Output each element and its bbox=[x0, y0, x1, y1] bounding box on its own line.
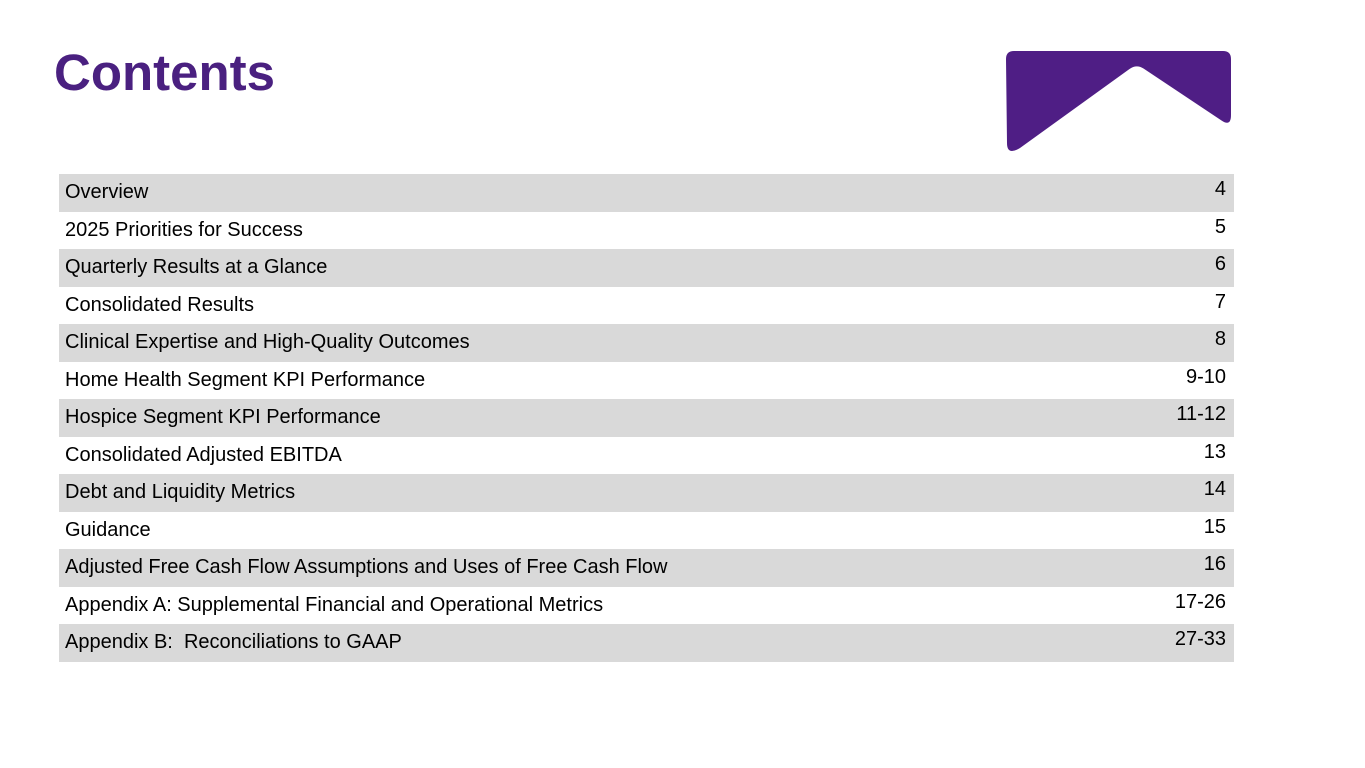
toc-entry-label: Adjusted Free Cash Flow Assumptions and … bbox=[65, 556, 668, 579]
toc-entry-pages: 16 bbox=[1203, 553, 1226, 576]
toc-row: Appendix B: Reconciliations to GAAP 27-33 bbox=[59, 624, 1234, 662]
toc-entry-label: Appendix A: Supplemental Financial and O… bbox=[65, 593, 604, 616]
toc-entry-label: Consolidated Results bbox=[65, 293, 254, 316]
toc-row: Overview 4 bbox=[59, 174, 1234, 212]
toc-row: 2025 Priorities for Success 5 bbox=[59, 211, 1234, 249]
toc-row: Appendix A: Supplemental Financial and O… bbox=[59, 586, 1234, 624]
toc-entry-pages: 8 bbox=[1214, 328, 1226, 351]
toc-row: Debt and Liquidity Metrics 14 bbox=[59, 474, 1234, 512]
page-title: Contents bbox=[54, 44, 275, 101]
toc-entry-label: Appendix B: Reconciliations to GAAP bbox=[65, 631, 402, 654]
toc-entry-label: Hospice Segment KPI Performance bbox=[65, 406, 381, 429]
toc-entry-pages: 7 bbox=[1214, 290, 1226, 313]
toc-entry-pages: 5 bbox=[1214, 215, 1226, 238]
toc-entry-pages: 27-33 bbox=[1174, 628, 1226, 651]
toc-entry-label: Clinical Expertise and High-Quality Outc… bbox=[65, 331, 470, 354]
roof-chevron-logo bbox=[1005, 50, 1232, 153]
toc-entry-label: 2025 Priorities for Success bbox=[65, 218, 303, 241]
toc-entry-pages: 4 bbox=[1214, 178, 1226, 201]
toc-row: Quarterly Results at a Glance 6 bbox=[59, 249, 1234, 287]
toc-entry-label: Overview bbox=[65, 181, 149, 204]
toc-row: Consolidated Adjusted EBITDA 13 bbox=[59, 436, 1234, 474]
toc-row: Clinical Expertise and High-Quality Outc… bbox=[59, 324, 1234, 362]
toc-entry-pages: 6 bbox=[1214, 253, 1226, 276]
toc-row: Home Health Segment KPI Performance 9-10 bbox=[59, 361, 1234, 399]
toc-entry-label: Guidance bbox=[65, 518, 151, 541]
toc-entry-pages: 9-10 bbox=[1185, 365, 1226, 388]
toc-row: Adjusted Free Cash Flow Assumptions and … bbox=[59, 549, 1234, 587]
toc-entry-label: Quarterly Results at a Glance bbox=[65, 256, 328, 279]
toc-table: Overview 4 2025 Priorities for Success 5 Qua… bbox=[59, 174, 1234, 662]
toc-entry-pages: 13 bbox=[1203, 440, 1226, 463]
toc-entry-label: Home Health Segment KPI Performance bbox=[65, 368, 426, 391]
toc-entry-pages: 11-12 bbox=[1176, 403, 1226, 426]
toc-row: Hospice Segment KPI Performance 11-12 bbox=[59, 399, 1234, 437]
toc-entry-pages: 15 bbox=[1203, 515, 1226, 538]
toc-row: Consolidated Results 7 bbox=[59, 286, 1234, 324]
toc-entry-label: Consolidated Adjusted EBITDA bbox=[65, 443, 342, 466]
toc-row: Guidance 15 bbox=[59, 511, 1234, 549]
toc-entry-pages: 17-26 bbox=[1174, 590, 1226, 613]
toc-entry-label: Debt and Liquidity Metrics bbox=[65, 481, 296, 504]
toc-entry-pages: 14 bbox=[1203, 478, 1226, 501]
